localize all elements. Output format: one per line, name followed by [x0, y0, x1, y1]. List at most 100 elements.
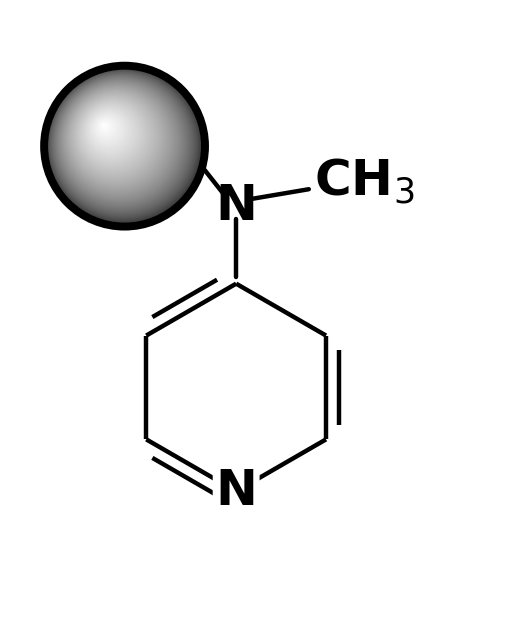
Circle shape: [99, 120, 112, 134]
Circle shape: [102, 124, 107, 129]
Circle shape: [70, 92, 161, 183]
Circle shape: [50, 71, 196, 218]
Circle shape: [85, 106, 136, 158]
Circle shape: [69, 90, 163, 185]
Circle shape: [59, 81, 180, 201]
Circle shape: [93, 115, 122, 144]
Circle shape: [101, 123, 108, 129]
Circle shape: [55, 77, 186, 208]
Circle shape: [88, 109, 131, 152]
Circle shape: [86, 107, 135, 157]
Circle shape: [101, 122, 109, 131]
Circle shape: [61, 83, 176, 198]
Circle shape: [97, 118, 116, 137]
Circle shape: [63, 84, 173, 195]
Circle shape: [89, 111, 128, 150]
Circle shape: [74, 95, 155, 176]
Circle shape: [54, 76, 188, 210]
Circle shape: [58, 79, 182, 203]
Circle shape: [79, 100, 146, 168]
Text: N: N: [215, 182, 257, 230]
Circle shape: [68, 90, 165, 186]
Circle shape: [85, 106, 136, 157]
Circle shape: [65, 86, 170, 191]
Circle shape: [90, 112, 127, 148]
Circle shape: [92, 114, 123, 145]
Circle shape: [51, 73, 193, 214]
Circle shape: [72, 93, 159, 180]
Circle shape: [52, 74, 192, 213]
Circle shape: [67, 89, 166, 187]
Circle shape: [60, 81, 179, 200]
Circle shape: [73, 95, 156, 178]
Circle shape: [94, 115, 121, 142]
Circle shape: [103, 124, 105, 127]
Circle shape: [76, 97, 151, 173]
Circle shape: [62, 83, 175, 197]
Circle shape: [69, 90, 163, 184]
Circle shape: [88, 110, 130, 152]
Circle shape: [44, 66, 205, 227]
Circle shape: [49, 70, 197, 219]
Circle shape: [45, 67, 203, 225]
Circle shape: [65, 87, 169, 190]
Circle shape: [46, 67, 202, 224]
Circle shape: [76, 98, 150, 172]
Circle shape: [100, 122, 110, 131]
Circle shape: [45, 66, 204, 226]
Circle shape: [49, 70, 197, 218]
Text: N: N: [215, 467, 257, 515]
Circle shape: [98, 120, 114, 136]
Circle shape: [95, 117, 118, 140]
Circle shape: [87, 109, 132, 153]
Circle shape: [64, 86, 170, 192]
Circle shape: [54, 76, 187, 209]
Circle shape: [98, 120, 113, 134]
Circle shape: [80, 102, 144, 166]
Circle shape: [77, 99, 149, 171]
Circle shape: [62, 84, 174, 195]
Circle shape: [89, 111, 129, 150]
Circle shape: [102, 124, 106, 128]
Circle shape: [96, 117, 117, 139]
Circle shape: [100, 122, 111, 132]
Circle shape: [86, 108, 133, 155]
Circle shape: [47, 68, 201, 222]
Circle shape: [67, 88, 166, 188]
Text: CH$_3$: CH$_3$: [314, 157, 414, 206]
Circle shape: [59, 80, 181, 202]
Circle shape: [75, 97, 152, 173]
Circle shape: [56, 77, 186, 207]
Circle shape: [60, 82, 178, 200]
Circle shape: [86, 108, 134, 156]
Circle shape: [53, 75, 190, 211]
Circle shape: [91, 113, 125, 147]
Circle shape: [94, 116, 120, 141]
Circle shape: [51, 73, 193, 215]
Circle shape: [78, 99, 147, 169]
Circle shape: [82, 104, 141, 163]
Circle shape: [81, 103, 142, 163]
Circle shape: [78, 100, 147, 168]
Circle shape: [48, 69, 199, 221]
Circle shape: [52, 74, 190, 212]
Circle shape: [87, 108, 132, 154]
Circle shape: [79, 101, 145, 166]
Circle shape: [93, 115, 121, 143]
Circle shape: [63, 85, 172, 194]
Circle shape: [84, 106, 138, 159]
Circle shape: [72, 93, 158, 179]
Circle shape: [83, 104, 140, 162]
Circle shape: [92, 113, 124, 146]
Circle shape: [66, 88, 168, 189]
Circle shape: [71, 93, 159, 181]
Circle shape: [99, 121, 112, 133]
Circle shape: [56, 77, 185, 206]
Circle shape: [95, 116, 119, 141]
Circle shape: [103, 125, 105, 126]
Circle shape: [98, 119, 115, 136]
Circle shape: [90, 111, 127, 149]
Circle shape: [84, 105, 139, 160]
Circle shape: [48, 70, 198, 220]
Circle shape: [53, 75, 189, 211]
